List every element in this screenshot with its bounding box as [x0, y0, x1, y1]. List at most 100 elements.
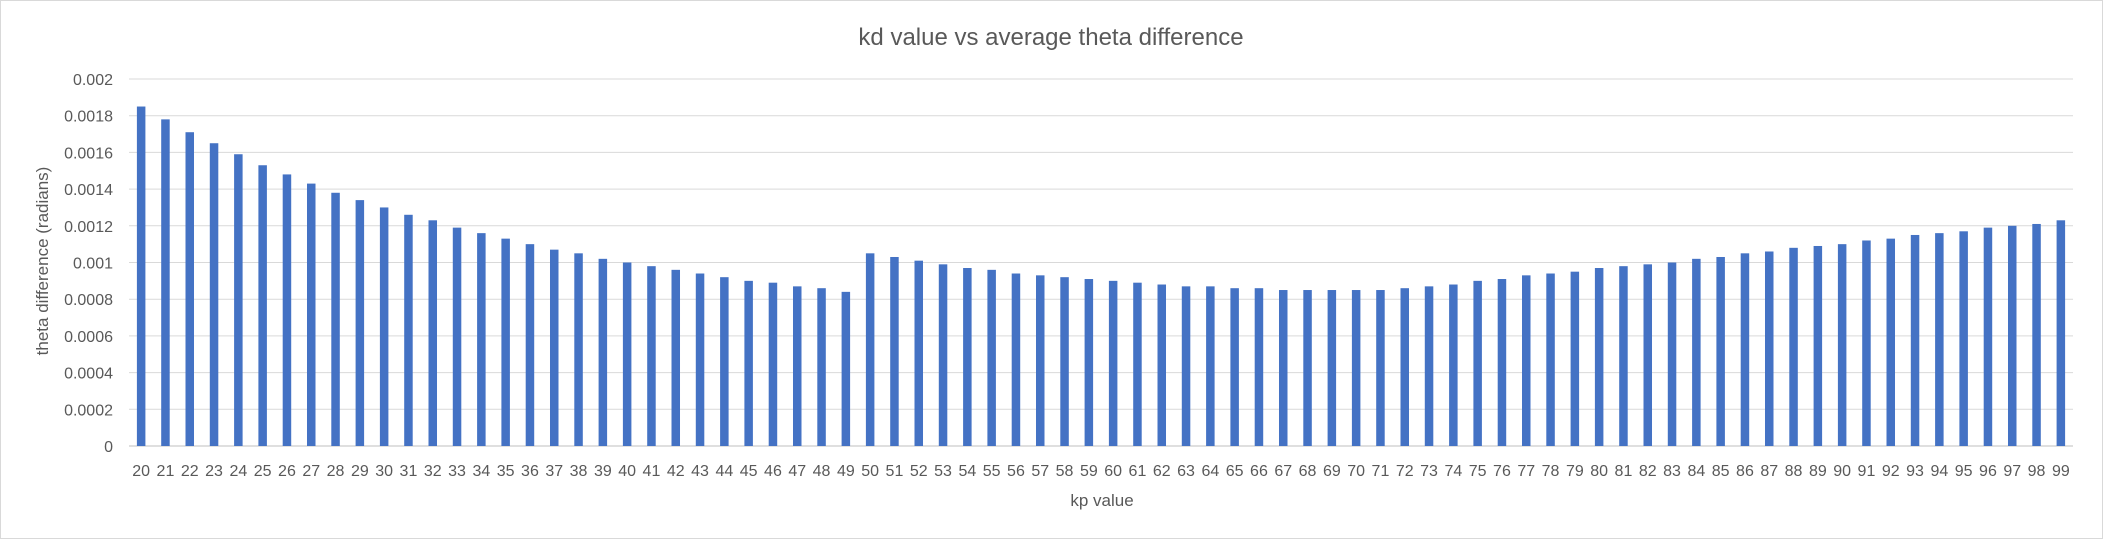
- x-tick-label: 64: [1201, 463, 1219, 480]
- bar-kp-86: [1740, 253, 1750, 446]
- bar-kp-63: [1181, 286, 1191, 446]
- x-tick-label: 79: [1566, 463, 1584, 480]
- bar-kp-22: [185, 132, 195, 446]
- bar-kp-47: [792, 286, 802, 446]
- x-tick-label: 71: [1372, 463, 1390, 480]
- bar-kp-64: [1206, 286, 1215, 446]
- x-tick-label: 97: [2003, 463, 2021, 480]
- y-tick-label: 0: [104, 439, 113, 456]
- bar-kp-58: [1060, 277, 1069, 446]
- bar-kp-60: [1108, 280, 1118, 446]
- bar-kp-83: [1667, 262, 1677, 446]
- x-tick-label: 59: [1080, 463, 1098, 480]
- bar-kp-88: [1789, 247, 1798, 446]
- y-tick-label: 0.0014: [64, 182, 113, 199]
- bar-kp-27: [306, 183, 316, 446]
- bar-kp-50: [865, 253, 875, 446]
- bar-kp-54: [963, 268, 972, 446]
- bar-kp-57: [1035, 275, 1045, 446]
- bar-kp-70: [1351, 290, 1361, 446]
- x-tick-label: 57: [1031, 463, 1049, 480]
- bar-kp-89: [1813, 245, 1823, 446]
- x-tick-label: 41: [643, 463, 661, 480]
- x-tick-label: 55: [983, 463, 1001, 480]
- bar-kp-78: [1546, 273, 1555, 446]
- bar-kp-40: [622, 262, 632, 446]
- x-axis-label: kp value: [1070, 491, 1133, 510]
- x-tick-label: 45: [740, 463, 758, 480]
- x-tick-label: 49: [837, 463, 855, 480]
- bar-kp-99: [2056, 220, 2066, 446]
- y-axis-label: theta difference (radians): [33, 167, 52, 356]
- y-tick-label: 0.0018: [64, 109, 113, 126]
- bar-kp-73: [1424, 286, 1434, 446]
- x-tick-label: 69: [1323, 463, 1341, 480]
- x-tick-label: 43: [691, 463, 709, 480]
- x-tick-label: 22: [181, 463, 199, 480]
- x-tick-label: 65: [1226, 463, 1244, 480]
- x-tick-label: 24: [229, 463, 247, 480]
- x-tick-label: 80: [1590, 463, 1608, 480]
- bar-kp-29: [355, 200, 365, 446]
- bar-kp-77: [1521, 275, 1531, 446]
- bar-kp-49: [841, 291, 851, 446]
- x-tick-label: 20: [132, 463, 150, 480]
- x-tick-label: 72: [1396, 463, 1414, 480]
- bar-kp-85: [1716, 256, 1725, 446]
- bar-kp-42: [671, 269, 681, 446]
- x-tick-label: 61: [1129, 463, 1147, 480]
- x-tick-label: 38: [570, 463, 588, 480]
- x-tick-label: 48: [813, 463, 831, 480]
- x-tick-label: 98: [2028, 463, 2046, 480]
- y-tick-label: 0.0006: [64, 329, 113, 346]
- x-tick-label: 87: [1760, 463, 1778, 480]
- x-tick-label: 44: [715, 463, 733, 480]
- bar-kp-84: [1692, 258, 1701, 446]
- bar-kp-20: [136, 106, 146, 447]
- bar-kp-34: [477, 233, 486, 446]
- bar-kp-41: [647, 266, 656, 446]
- bar-kp-26: [282, 174, 292, 447]
- x-tick-label: 96: [1979, 463, 1997, 480]
- bar-kp-91: [1862, 240, 1871, 446]
- x-tick-label: 27: [302, 463, 320, 480]
- bar-kp-62: [1157, 284, 1167, 446]
- y-tick-label: 0.0012: [64, 219, 113, 236]
- x-tick-label: 99: [2052, 463, 2070, 480]
- bar-kp-92: [1886, 238, 1896, 446]
- x-tick-label: 25: [254, 463, 272, 480]
- x-tick-label: 86: [1736, 463, 1754, 480]
- gridlines: [129, 78, 2073, 447]
- x-tick-label: 39: [594, 463, 612, 480]
- x-tick-label: 35: [497, 463, 515, 480]
- bar-kp-52: [914, 260, 924, 446]
- x-tick-label: 83: [1663, 463, 1681, 480]
- x-tick-label: 90: [1833, 463, 1851, 480]
- bar-kp-38: [574, 253, 583, 446]
- x-tick-label: 74: [1444, 463, 1462, 480]
- y-tick-label: 0.002: [73, 72, 113, 89]
- bar-kp-25: [258, 165, 267, 446]
- x-tick-label: 82: [1639, 463, 1657, 480]
- x-tick-label: 47: [788, 463, 806, 480]
- bar-kp-95: [1959, 231, 1968, 446]
- bar-kp-44: [720, 277, 729, 446]
- bar-kp-76: [1497, 279, 1507, 446]
- y-tick-label: 0.0004: [64, 366, 113, 383]
- x-tick-label: 42: [667, 463, 685, 480]
- x-tick-label: 21: [157, 463, 175, 480]
- x-tick-label: 53: [934, 463, 952, 480]
- bar-kp-96: [1983, 227, 1993, 446]
- bar-kp-81: [1619, 266, 1628, 446]
- bar-kp-53: [938, 264, 948, 446]
- x-tick-label: 68: [1299, 463, 1317, 480]
- y-tick-label: 0.0002: [64, 402, 113, 419]
- bar-kp-32: [428, 220, 438, 446]
- bar-kp-46: [768, 282, 778, 446]
- bar-kp-72: [1400, 288, 1410, 446]
- x-tick-label: 62: [1153, 463, 1171, 480]
- x-tick-label: 33: [448, 463, 466, 480]
- bar-kp-59: [1084, 279, 1094, 446]
- x-tick-label: 30: [375, 463, 393, 480]
